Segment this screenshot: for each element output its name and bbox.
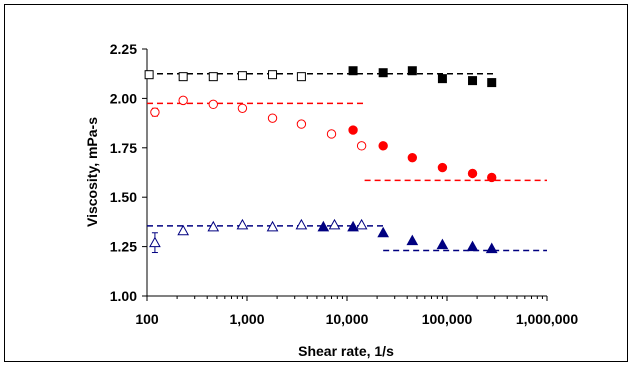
data-point-triangle [295,218,308,230]
data-point-triangle [436,238,449,250]
data-point-square [437,74,447,84]
y-tick-label: 1.75 [110,140,137,156]
x-tick-label: 1,000 [229,311,264,327]
data-point-square [487,78,497,88]
data-point-circle [237,103,248,113]
data-point-square [237,71,247,81]
data-point-square [268,70,278,80]
data-point-circle [208,99,218,110]
chart-frame [4,4,628,362]
data-point-triangle [466,240,479,252]
y-tick-label: 2.00 [110,90,137,106]
data-point-triangle [328,218,341,230]
data-point-circle [178,95,188,106]
plot-area: 1.00 1.25 1.50 1.75 2.00 2.25 100 1,000 10,000 10… [110,41,579,327]
x-tick-label: 10,000 [326,311,369,327]
data-point-square [296,72,306,82]
data-point-square [178,72,188,82]
data-point-square [348,66,358,76]
data-point-square [378,68,388,78]
data-point-circle [378,141,388,151]
x-tick-label: 100,000 [422,311,473,327]
data-point-triangle [207,220,220,232]
x-axis-label: Shear rate, 1/s [298,343,394,359]
data-point-circle [437,162,448,173]
data-point-triangle [266,220,279,232]
y-tick-label: 2.25 [110,41,137,57]
data-point-triangle [406,234,419,246]
data-point-square [208,72,218,82]
data-point-circle [150,107,160,117]
data-point-square [407,66,417,76]
data-point-circle [267,113,278,123]
data-point-triangle [149,236,161,248]
y-tick-label: 1.00 [110,288,137,304]
x-tick-label: 1,000,000 [516,311,578,327]
y-tick-label: 1.50 [110,189,137,205]
y-axis-label: Viscosity, mPa-s [84,117,100,227]
data-point-circle [356,141,367,151]
data-point-circle [296,119,307,129]
data-point-square [468,76,478,86]
data-point-triangle [317,220,330,232]
y-tick-label: 1.25 [110,239,137,255]
data-point-circle [487,172,497,183]
data-point-triangle [236,218,249,230]
data-point-triangle [347,220,359,232]
data-point-triangle [485,242,498,254]
data-point-triangle [177,224,190,236]
x-tick-label: 100 [135,311,159,327]
data-point-circle [407,152,418,163]
data-point-circle [348,125,358,135]
data-point-square [144,70,154,80]
data-point-circle [326,129,337,139]
data-point-triangle [377,226,390,238]
data-point-circle [467,168,478,179]
data-point-triangle [355,218,368,230]
